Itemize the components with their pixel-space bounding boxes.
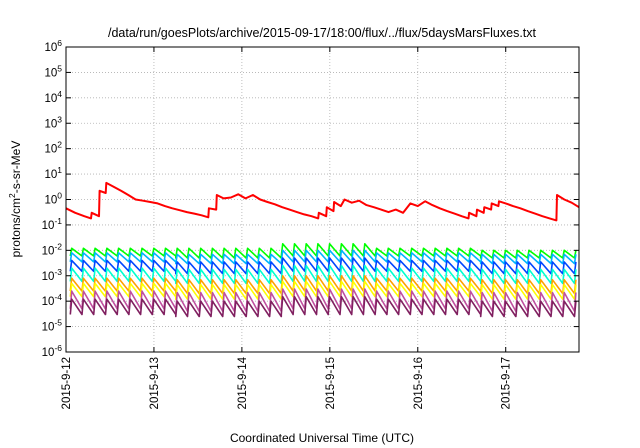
y-tick-label-base: 10 bbox=[44, 67, 57, 79]
y-tick-label-base: 10 bbox=[44, 42, 57, 54]
x-tick-labels: 2015-9-12 2015-9-13 2015-9-14 2015-9-15 2015… bbox=[61, 356, 513, 409]
series-line-4 bbox=[69, 264, 577, 285]
y-tick-label-exponent: -1 bbox=[54, 216, 62, 226]
y-axis-label-unit: -s-sr-MeV bbox=[9, 141, 23, 194]
y-tick-label: 10-4 bbox=[42, 292, 63, 308]
y-tick-label-base: 10 bbox=[44, 118, 57, 130]
y-tick-label-exponent: 4 bbox=[57, 89, 62, 99]
ticks bbox=[65, 46, 579, 353]
y-tick-label: 105 bbox=[44, 63, 62, 79]
y-axis-label: protons/cm2-s-sr-MeV bbox=[7, 141, 23, 258]
y-tick-label-base: 10 bbox=[44, 169, 57, 181]
y-tick-label: 103 bbox=[44, 114, 62, 130]
y-tick-label-exponent: 2 bbox=[57, 140, 62, 150]
y-tick-label-exponent: -6 bbox=[54, 343, 62, 353]
y-tick-label: 101 bbox=[44, 165, 62, 181]
y-tick-label-exponent: 1 bbox=[57, 165, 62, 175]
x-tick-label: 2015-9-12 bbox=[61, 357, 73, 409]
series-layer bbox=[65, 181, 580, 318]
y-tick-label-base: 10 bbox=[42, 347, 55, 359]
x-tick-label: 2015-9-13 bbox=[149, 357, 161, 409]
y-tick-label-base: 10 bbox=[42, 245, 55, 257]
y-tick-label: 104 bbox=[44, 89, 62, 105]
y-axis-label-main: protons/cm bbox=[9, 198, 23, 257]
y-tick-label: 10-6 bbox=[42, 343, 63, 359]
x-axis-label: Coordinated Universal Time (UTC) bbox=[230, 431, 414, 445]
series-line-6 bbox=[69, 280, 577, 301]
series-line-8 bbox=[69, 295, 577, 318]
y-axis-label-superscript: 2 bbox=[7, 193, 17, 198]
y-tick-label: 10-1 bbox=[42, 216, 63, 232]
y-tick-label-base: 10 bbox=[44, 144, 57, 156]
y-tick-label-exponent: 0 bbox=[57, 191, 62, 201]
series-line-0 bbox=[65, 181, 580, 222]
y-tick-label-exponent: -2 bbox=[54, 241, 62, 251]
y-tick-label-base: 10 bbox=[42, 271, 55, 283]
y-tick-label: 10-5 bbox=[42, 318, 63, 334]
x-tick-label: 2015-9-15 bbox=[325, 357, 337, 409]
y-tick-label-base: 10 bbox=[42, 296, 55, 308]
x-tick-label: 2015-9-16 bbox=[413, 357, 425, 409]
y-tick-label-base: 10 bbox=[44, 195, 57, 207]
y-tick-label: 10-3 bbox=[42, 267, 63, 283]
y-tick-labels: 10-610-510-410-310-210-11001011021031041… bbox=[42, 38, 63, 359]
x-tick-label: 2015-9-17 bbox=[501, 357, 513, 409]
y-tick-label-base: 10 bbox=[44, 93, 57, 105]
y-tick-label: 102 bbox=[44, 140, 62, 156]
series-line-2 bbox=[69, 249, 577, 265]
x-tick-label: 2015-9-14 bbox=[237, 356, 249, 409]
y-tick-label: 10-2 bbox=[42, 241, 63, 257]
y-tick-label-exponent: -5 bbox=[54, 318, 62, 328]
y-tick-label-exponent: 5 bbox=[57, 63, 62, 73]
series-line-3 bbox=[69, 257, 577, 275]
chart-title: /data/run/goesPlots/archive/2015-09-17/1… bbox=[108, 26, 537, 40]
y-tick-label-base: 10 bbox=[42, 322, 55, 334]
y-tick-label-exponent: 3 bbox=[57, 114, 62, 124]
y-tick-label-exponent: -4 bbox=[54, 292, 62, 302]
y-tick-label: 106 bbox=[44, 38, 62, 54]
y-tick-label-base: 10 bbox=[42, 220, 55, 232]
y-tick-label: 100 bbox=[44, 191, 62, 207]
y-tick-label-exponent: 6 bbox=[57, 38, 62, 48]
y-tick-label-exponent: -3 bbox=[54, 267, 62, 277]
